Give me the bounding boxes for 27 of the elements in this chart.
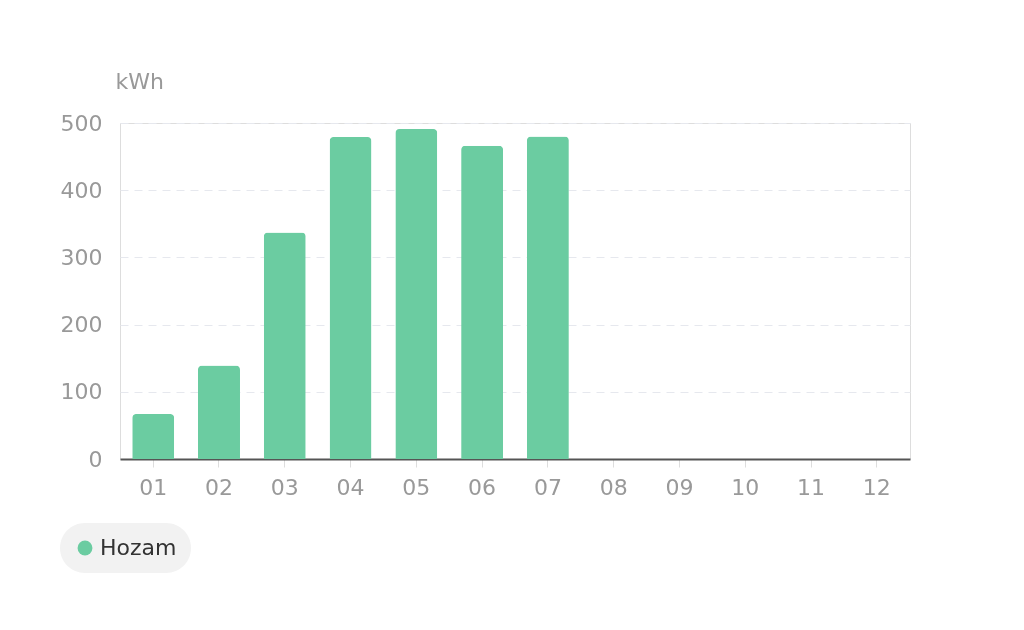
x-tick-label: 04 [336,474,365,500]
bar [263,232,306,459]
y-tick-label: 100 [60,379,103,405]
y-axis-title: kWh [115,68,164,94]
bar [198,365,240,459]
x-tick-label: 07 [533,474,562,500]
x-tick-label: 10 [731,474,760,500]
bar [461,145,504,459]
y-tick-label: 300 [60,244,103,270]
bar [526,136,569,459]
bar [395,129,438,459]
x-tick-label: 09 [665,474,694,500]
y-tick-label: 400 [60,177,103,203]
x-tick-label: 05 [402,474,431,500]
x-tick-label: 06 [468,474,497,500]
bar [329,137,372,459]
x-tick-label: 01 [139,474,168,500]
y-tick-label: 200 [60,312,103,338]
y-tick-label: 500 [60,110,103,136]
y-tick-label: 0 [88,446,103,472]
bar [132,413,175,459]
legend-label: Hozam [100,535,177,560]
x-tick-label: 12 [862,474,891,500]
x-tick-label: 11 [797,474,825,500]
x-tick-label: 03 [270,474,299,500]
x-tick-label: 02 [205,474,233,500]
x-tick-label: 08 [599,474,628,500]
